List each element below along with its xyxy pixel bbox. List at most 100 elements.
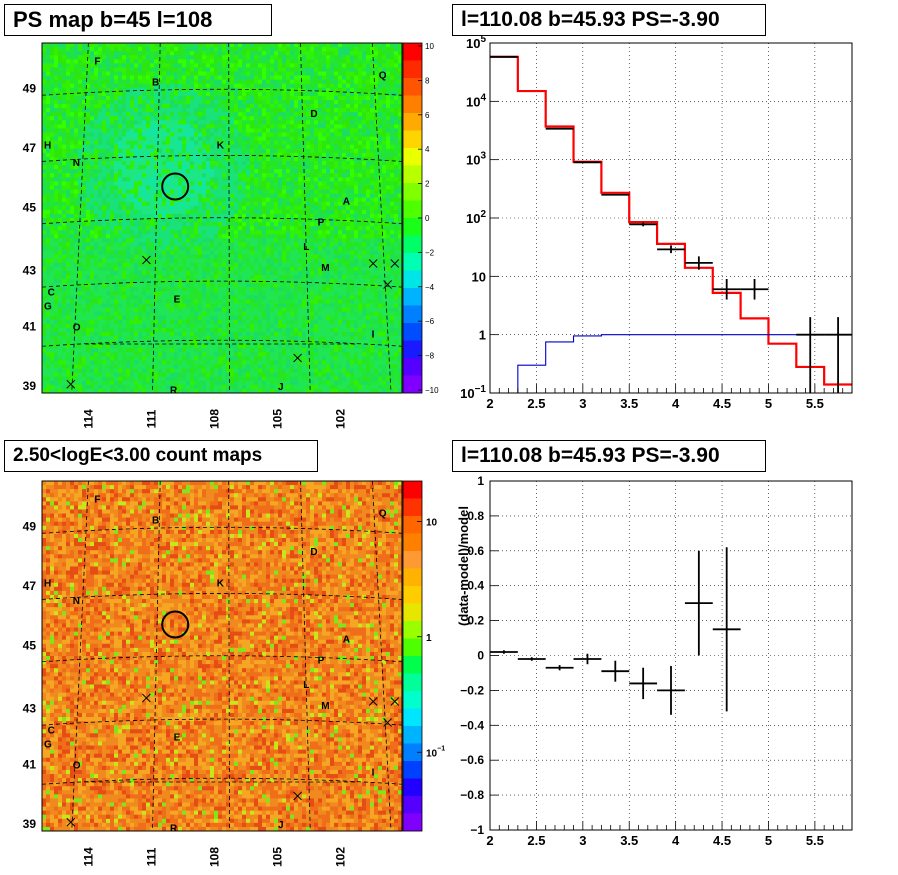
map-pixel (90, 222, 95, 227)
map-pixel (398, 238, 403, 243)
map-pixel (386, 116, 391, 121)
map-pixel (290, 83, 295, 89)
map-pixel (74, 120, 79, 125)
map-pixel (70, 87, 75, 93)
map-pixel (254, 47, 259, 52)
map-pixel (210, 104, 215, 109)
map-pixel (138, 262, 143, 268)
map-pixel (330, 193, 335, 199)
map-pixel (306, 152, 311, 158)
map-pixel (126, 213, 131, 219)
map-pixel (198, 213, 203, 219)
map-pixel (386, 161, 391, 166)
map-pixel (122, 238, 127, 243)
map-pixel (374, 218, 379, 223)
map-pixel (54, 181, 59, 186)
map-pixel (230, 234, 235, 239)
map-pixel (382, 140, 387, 146)
map-pixel (362, 87, 367, 93)
map-pixel (370, 55, 375, 60)
map-pixel (210, 222, 215, 227)
map-pixel (390, 230, 395, 235)
map-pixel (334, 197, 339, 203)
map-pixel (346, 258, 351, 264)
map-pixel (42, 161, 47, 166)
map-pixel (218, 254, 223, 260)
map-pixel (230, 120, 235, 125)
map-pixel (302, 79, 307, 85)
map-pixel (326, 242, 331, 247)
map-pixel (342, 181, 347, 186)
map-pixel (370, 152, 375, 158)
map-pixel (182, 254, 187, 260)
map-pixel (278, 242, 283, 247)
map-pixel (322, 152, 327, 158)
map-pixel (182, 262, 187, 268)
map-pixel (62, 63, 67, 68)
map-pixel (366, 181, 371, 186)
map-pixel (90, 197, 95, 203)
map-pixel (394, 112, 399, 117)
map-pixel (186, 79, 191, 85)
map-pixel (102, 213, 107, 219)
map-pixel (42, 181, 47, 186)
map-pixel (298, 165, 303, 170)
map-pixel (46, 79, 51, 85)
map-pixel (142, 132, 147, 137)
map-pixel (158, 108, 163, 113)
map-pixel (178, 197, 183, 203)
map-pixel (334, 209, 339, 215)
map-pixel (130, 144, 135, 150)
map-pixel (206, 258, 211, 264)
map-pixel (62, 51, 67, 56)
map-pixel (118, 185, 123, 190)
map-pixel (138, 246, 143, 251)
map-pixel (138, 250, 143, 256)
map-pixel (366, 213, 371, 219)
map-pixel (226, 136, 231, 142)
map-pixel (258, 213, 263, 219)
map-pixel (378, 222, 383, 227)
map-pixel (226, 177, 231, 182)
map-pixel (118, 91, 123, 97)
map-pixel (298, 156, 303, 162)
map-pixel (354, 193, 359, 199)
map-pixel (306, 189, 311, 194)
map-pixel (98, 246, 103, 251)
map-pixel (182, 124, 187, 129)
map-pixel (290, 222, 295, 227)
map-pixel (138, 230, 143, 235)
map-pixel (158, 209, 163, 215)
map-pixel (166, 83, 171, 89)
map-pixel (86, 222, 91, 227)
map-pixel (214, 136, 219, 142)
map-pixel (210, 189, 215, 194)
map-pixel (74, 140, 79, 146)
map-pixel (310, 209, 315, 215)
map-pixel (238, 189, 243, 194)
map-pixel (302, 67, 307, 72)
map-pixel (230, 193, 235, 199)
map-pixel (258, 144, 263, 150)
map-pixel (266, 59, 271, 64)
map-pixel (110, 67, 115, 72)
map-pixel (54, 87, 59, 93)
map-pixel (98, 136, 103, 142)
map-pixel (374, 213, 379, 219)
map-pixel (394, 128, 399, 133)
map-pixel (182, 108, 187, 113)
map-pixel (390, 112, 395, 117)
map-pixel (78, 136, 83, 142)
map-pixel (166, 43, 171, 48)
map-pixel (270, 55, 275, 60)
map-pixel (62, 140, 67, 146)
map-pixel (306, 43, 311, 48)
map-pixel (394, 144, 399, 150)
map-pixel (142, 136, 147, 142)
map-pixel (174, 161, 179, 166)
map-pixel (202, 59, 207, 64)
map-pixel (354, 258, 359, 264)
map-pixel (90, 266, 95, 272)
map-pixel (362, 189, 367, 194)
map-pixel (230, 148, 235, 154)
